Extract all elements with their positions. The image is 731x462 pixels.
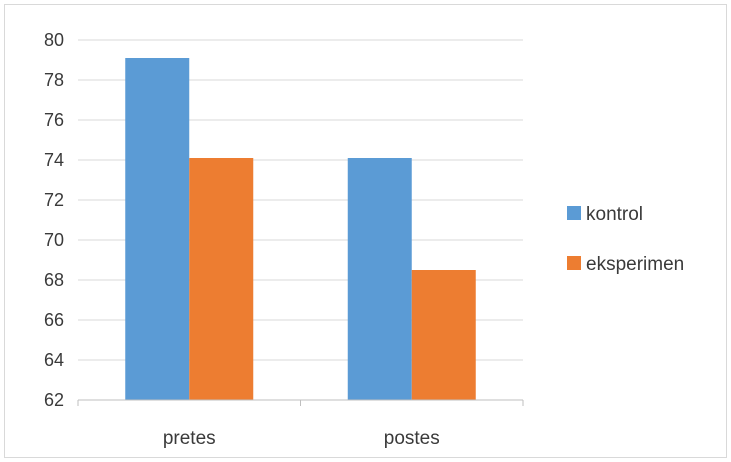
y-tick-label: 74 [44,150,64,170]
bar-eksperimen-pretes [189,158,254,400]
bar-kontrol-pretes [125,58,190,400]
y-tick-label: 68 [44,270,64,290]
bars [125,58,476,400]
axes: 62 64 66 68 70 72 74 76 78 80 pretes postes [44,30,524,449]
y-tick-label: 76 [44,110,64,130]
x-category-label: pretes [163,428,216,449]
legend-swatch-eksperimen [567,256,581,270]
y-tick-label: 78 [44,70,64,90]
y-tick-label: 64 [44,350,64,370]
bar-kontrol-postes [347,158,412,400]
legend-label-kontrol: kontrol [586,204,643,225]
x-category-label: postes [384,428,440,449]
y-tick-label: 80 [44,30,64,50]
y-tick-label: 66 [44,310,64,330]
legend-label-eksperimen: eksperimen [586,254,684,275]
legend-swatch-kontrol [567,206,581,220]
y-tick-label: 72 [44,190,64,210]
y-tick-label: 70 [44,230,64,250]
legend: kontrol eksperimen [567,204,684,275]
y-tick-label: 62 [44,390,64,410]
bar-eksperimen-postes [411,270,476,400]
